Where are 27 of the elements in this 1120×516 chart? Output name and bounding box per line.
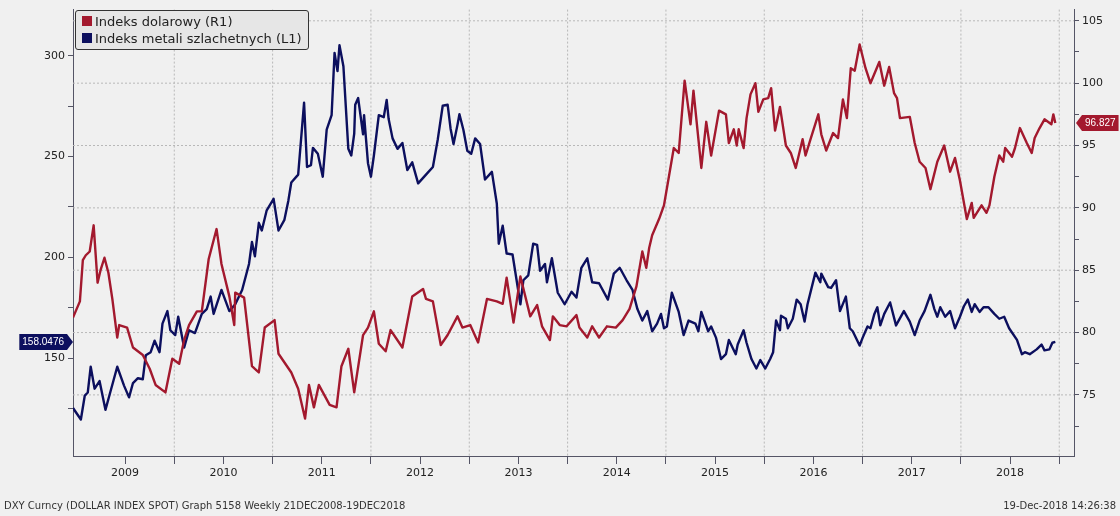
x-tick-label: 2015	[701, 466, 730, 480]
legend-label: Indeks dolarowy (R1)	[95, 12, 233, 30]
y2-tick-label: 85	[1082, 263, 1096, 277]
y2-tick-label: 95	[1082, 138, 1096, 152]
x-tick-label: 2012	[406, 466, 435, 480]
y-tick-label: 150	[44, 350, 65, 364]
x-tick-label: 2014	[602, 466, 631, 480]
y2-tick-label: 75	[1082, 387, 1096, 401]
x-tick-label: 2011	[307, 466, 336, 480]
legend-label: Indeks metali szlachetnych (L1)	[95, 29, 302, 47]
y2-tick-label: 80	[1082, 325, 1096, 339]
text: 96.827	[1085, 116, 1117, 128]
text: DXY Curncy (DOLLAR INDEX SPOT) Graph 5158 Weekly 21DEC2008-19DEC2018	[4, 500, 406, 511]
x-tick-label: 2016	[799, 466, 828, 480]
y2-tick-label: 100	[1082, 76, 1103, 90]
x-tick-label: 2010	[209, 466, 238, 480]
y-tick-label: 300	[44, 48, 65, 62]
text: 158.0476	[22, 335, 65, 347]
y2-tick-label: 90	[1082, 200, 1096, 214]
x-tick-label: 2018	[996, 466, 1025, 480]
y-tick-label: 250	[44, 149, 65, 163]
y2-tick-label: 105	[1082, 13, 1103, 27]
x-tick-label: 2013	[504, 466, 533, 480]
text: 19-Dec-2018 14:26:38	[1003, 500, 1116, 511]
x-tick-label: 2017	[897, 466, 926, 480]
x-tick-label: 2009	[111, 466, 140, 480]
y-tick-label: 200	[44, 250, 65, 264]
